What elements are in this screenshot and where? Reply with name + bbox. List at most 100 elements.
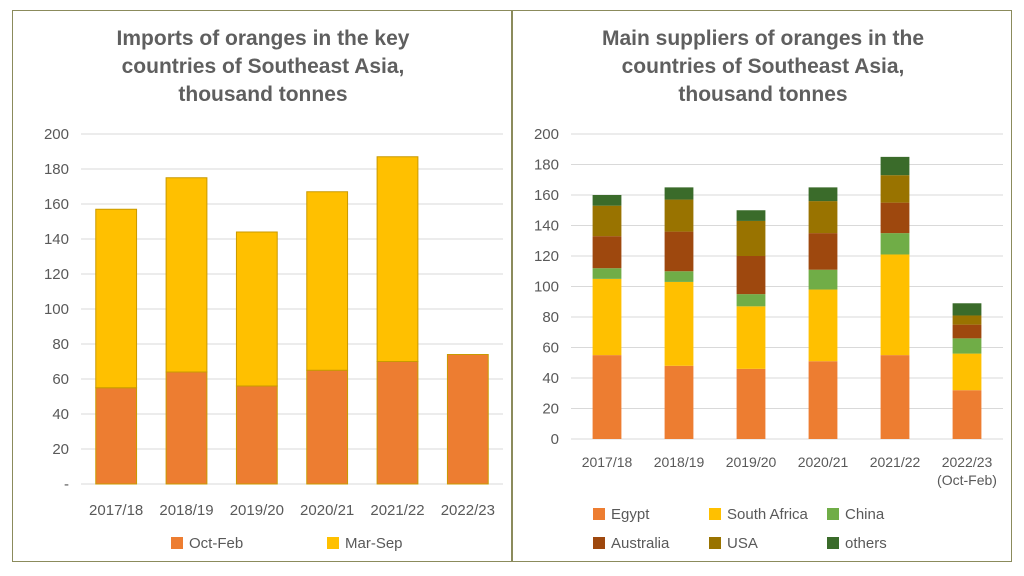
- y-tick-label: 40: [542, 370, 559, 387]
- y-tick-label: 100: [44, 301, 69, 318]
- bar-segment: [664, 187, 694, 200]
- bar-segment: [880, 355, 910, 439]
- x-tick-label: 2019/20: [230, 502, 284, 519]
- y-tick-label: 160: [534, 187, 559, 204]
- legend-swatch: [171, 537, 183, 549]
- y-tick-label: 180: [534, 157, 559, 174]
- legend-label: South Africa: [727, 506, 809, 523]
- legend-label: Egypt: [611, 506, 650, 523]
- bar-segment: [165, 177, 208, 373]
- bar-segment: [736, 368, 766, 439]
- chart-title-line: thousand tonnes: [178, 83, 347, 106]
- bar-segment: [376, 156, 419, 362]
- bar-segment: [592, 236, 622, 269]
- bar-segment: [880, 156, 910, 176]
- bar-segment: [880, 233, 910, 255]
- chart-title-line: thousand tonnes: [678, 83, 847, 106]
- y-tick-label: 20: [542, 401, 559, 418]
- x-tick-label: 2020/21: [798, 454, 849, 470]
- bar-segment: [664, 231, 694, 272]
- chart-title-line: Main suppliers of oranges in the: [602, 27, 924, 50]
- chart-title-line: countries of Southeast Asia,: [622, 55, 905, 78]
- bar-segment: [95, 387, 138, 485]
- bar-segment: [165, 371, 208, 485]
- y-tick-label: 0: [551, 431, 559, 448]
- y-tick-label: 60: [542, 340, 559, 357]
- bar-segment: [592, 278, 622, 356]
- bar-segment: [808, 289, 838, 362]
- bar-segment: [592, 195, 622, 206]
- legend-swatch: [327, 537, 339, 549]
- bar-segment: [664, 365, 694, 439]
- bar-segment: [736, 220, 766, 256]
- x-tick-label: (Oct-Feb): [937, 472, 997, 488]
- y-tick-label: -: [64, 476, 69, 493]
- bar-segment: [592, 205, 622, 237]
- x-tick-label: 2018/19: [159, 502, 213, 519]
- legend-label: USA: [727, 535, 758, 552]
- legend-swatch: [593, 508, 605, 520]
- x-tick-label: 2018/19: [654, 454, 705, 470]
- x-tick-label: 2019/20: [726, 454, 777, 470]
- bar-segment: [808, 201, 838, 234]
- y-tick-label: 120: [44, 266, 69, 283]
- bar-segment: [736, 294, 766, 307]
- bar-segment: [306, 191, 349, 371]
- chart-title-line: countries of Southeast Asia,: [122, 55, 405, 78]
- bar-segment: [592, 355, 622, 439]
- x-tick-label: 2017/18: [89, 502, 143, 519]
- bar-segment: [880, 202, 910, 234]
- bar-segment: [736, 306, 766, 369]
- y-tick-label: 180: [44, 161, 69, 178]
- x-tick-label: 2022/23: [441, 502, 495, 519]
- bar-segment: [808, 361, 838, 439]
- bar-segment: [592, 268, 622, 279]
- bar-segment: [880, 254, 910, 356]
- legend-swatch: [709, 537, 721, 549]
- bar-segment: [736, 210, 766, 221]
- x-tick-label: 2020/21: [300, 502, 354, 519]
- bar-segment: [808, 269, 838, 290]
- legend-swatch: [593, 537, 605, 549]
- bar-segment: [952, 353, 982, 391]
- bar-segment: [808, 233, 838, 270]
- legend-label: others: [845, 535, 887, 552]
- x-tick-label: 2022/23: [942, 454, 993, 470]
- bar-segment: [446, 354, 489, 485]
- legend-swatch: [827, 508, 839, 520]
- y-tick-label: 160: [44, 196, 69, 213]
- legend-swatch: [827, 537, 839, 549]
- bar-segment: [952, 324, 982, 339]
- y-tick-label: 200: [44, 126, 69, 143]
- y-tick-label: 60: [52, 371, 69, 388]
- legend-swatch: [709, 508, 721, 520]
- y-tick-label: 40: [52, 406, 69, 423]
- x-tick-label: 2017/18: [582, 454, 633, 470]
- imports-chart: Imports of oranges in the key countries …: [44, 27, 503, 552]
- bar-segment: [664, 199, 694, 232]
- left-chart-panel: Imports of oranges in the key countries …: [12, 10, 512, 562]
- legend-label: Mar-Sep: [345, 535, 403, 552]
- bar-segment: [95, 208, 138, 389]
- chart-title-line: Imports of oranges in the key: [117, 27, 410, 50]
- y-tick-label: 100: [534, 279, 559, 296]
- bar-segment: [376, 361, 419, 485]
- y-tick-label: 140: [44, 231, 69, 248]
- bar-segment: [235, 385, 278, 485]
- y-tick-label: 200: [534, 126, 559, 143]
- bar-segment: [952, 315, 982, 325]
- bar-segment: [664, 271, 694, 282]
- bar-segment: [664, 281, 694, 366]
- y-tick-label: 140: [534, 218, 559, 235]
- bar-segment: [808, 187, 838, 202]
- y-tick-label: 80: [542, 309, 559, 326]
- y-tick-label: 80: [52, 336, 69, 353]
- bar-segment: [880, 175, 910, 203]
- x-tick-label: 2021/22: [370, 502, 424, 519]
- bar-segment: [952, 338, 982, 354]
- bar-segment: [306, 369, 349, 485]
- bar-segment: [952, 303, 982, 316]
- y-tick-label: 120: [534, 248, 559, 265]
- x-tick-label: 2021/22: [870, 454, 921, 470]
- bar-segment: [952, 390, 982, 439]
